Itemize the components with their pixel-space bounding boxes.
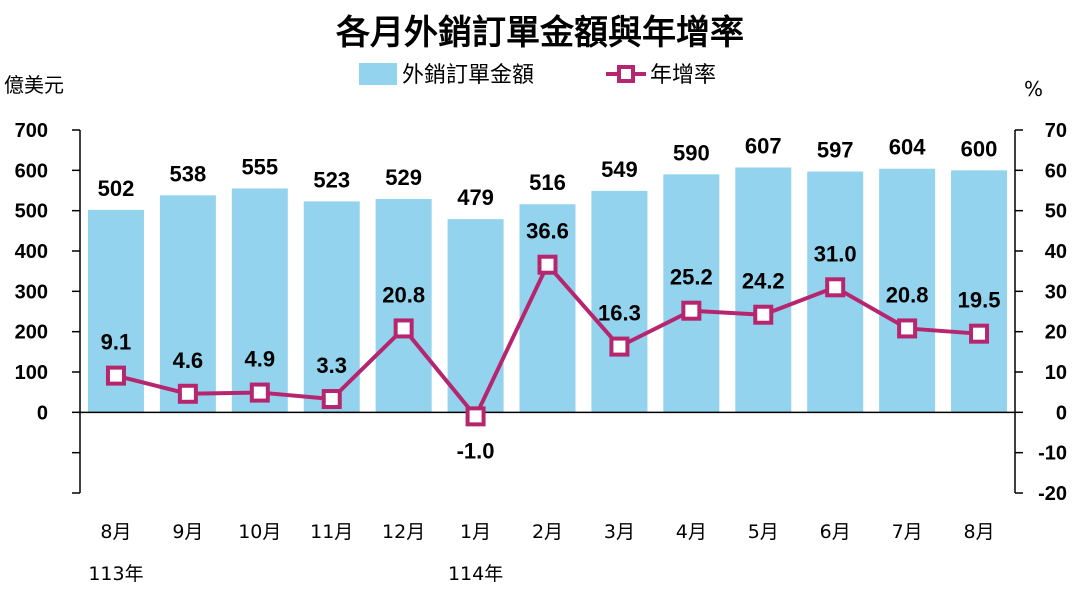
category-label: 6月 [820,521,851,543]
line-marker [609,336,630,357]
line-marker [753,304,774,325]
bar [591,190,648,413]
right-tick-label: 70 [1045,120,1067,142]
line-marker [897,318,918,339]
y-left-unit: 億美元 [4,73,64,97]
line-marker [969,323,990,344]
bar [879,168,936,413]
right-tick-label: 30 [1045,281,1067,303]
line-value-label: 24.2 [742,269,785,294]
bar-value-label: 479 [457,185,494,210]
category-label: 12月 [382,521,425,543]
line-value-label: 9.1 [101,330,132,355]
bar-value-label: 555 [241,154,278,179]
category-label: 2月 [532,521,563,543]
right-tick-label: 60 [1045,160,1067,182]
line-marker [105,365,126,386]
bar [735,167,792,413]
category-label: 8月 [963,521,994,543]
line-value-label: 36.6 [526,219,569,244]
line-marker [393,318,414,339]
category-label: 9月 [172,521,203,543]
line-marker [537,254,558,275]
line-value-label: 3.3 [316,353,347,378]
bar-value-label: 607 [745,134,782,159]
year-label: 114年 [448,563,503,585]
right-tick-label: -20 [1038,483,1067,505]
category-label: 7月 [892,521,923,543]
bar-value-label: 516 [529,170,566,195]
line-value-label: 16.3 [598,301,641,326]
category-label: 1月 [460,521,491,543]
bar-value-label: 538 [170,161,207,186]
line-value-label: 4.6 [173,348,204,373]
bar [663,174,720,413]
bar [231,188,288,413]
chart-title: 各月外銷訂單金額與年增率 [336,13,744,53]
bar [375,198,432,413]
left-tick-label: 400 [15,241,48,263]
bar [951,170,1008,413]
bar-value-label: 604 [889,135,926,160]
left-tick-label: 100 [15,362,48,384]
line-value-label: 31.0 [814,241,857,266]
left-tick-label: 500 [15,201,48,223]
bar [159,195,216,413]
line-value-label: 25.2 [670,265,713,290]
bar-value-label: 597 [817,138,854,163]
bar-value-label: 549 [601,157,638,182]
y-right-unit: % [1024,77,1043,101]
category-label: 5月 [748,521,779,543]
year-label: 113年 [88,563,143,585]
line-value-label: 4.9 [245,347,276,372]
legend-line-marker [617,65,635,83]
bar-value-label: 590 [673,140,710,165]
line-marker [825,277,846,298]
legend-line-label: 年增率 [650,63,716,88]
category-label: 3月 [604,521,635,543]
bar-value-label: 529 [385,165,422,190]
line-marker [465,406,486,427]
legend: 外銷訂單金額 年增率 [359,63,716,88]
line-value-label: -1.0 [457,438,495,463]
bar-value-label: 523 [313,167,350,192]
bar [447,219,504,413]
category-axis: 8月 9月 10月 11月 12月 1月 2月 3月 4月 5月 6月 7月 8月 113年 114年 [88,521,994,585]
left-tick-label: 200 [15,322,48,344]
category-label: 11月 [310,521,353,543]
category-label: 8月 [100,521,131,543]
right-tick-label: 10 [1045,362,1067,384]
bar [303,201,360,413]
legend-bar-label: 外銷訂單金額 [402,63,534,88]
left-tick-label: 0 [37,402,48,424]
line-value-label: 20.8 [382,282,425,307]
right-tick-label: -10 [1038,443,1067,465]
left-tick-label: 600 [15,160,48,182]
bar-value-label: 600 [961,136,998,161]
bar-series: 502 538 555 523 529 479 516 549 590 607 597 604 600 [87,134,1008,413]
right-axis: 70 60 50 40 30 20 10 0 -10 -20 [1014,120,1067,505]
line-marker [321,389,342,410]
category-label: 4月 [676,521,707,543]
left-tick-label: 700 [15,120,48,142]
right-tick-label: 50 [1045,201,1067,223]
line-marker [177,383,198,404]
line-value-label: 19.5 [958,288,1001,313]
line-value-label: 20.8 [886,282,929,307]
line-series: 9.1 4.6 4.9 3.3 20.8 -1.0 36.6 16.3 25.2 24.2 31.0… [101,219,1001,464]
legend-bar-swatch [359,63,397,85]
left-axis: 700 600 500 400 300 200 100 0 [15,120,81,494]
line-marker [249,382,270,403]
bar-value-label: 502 [98,176,135,201]
right-tick-label: 0 [1056,402,1067,424]
left-tick-label: 300 [15,281,48,303]
category-label: 10月 [238,521,281,543]
line-marker [681,300,702,321]
right-tick-label: 20 [1045,322,1067,344]
right-tick-label: 40 [1045,241,1067,263]
